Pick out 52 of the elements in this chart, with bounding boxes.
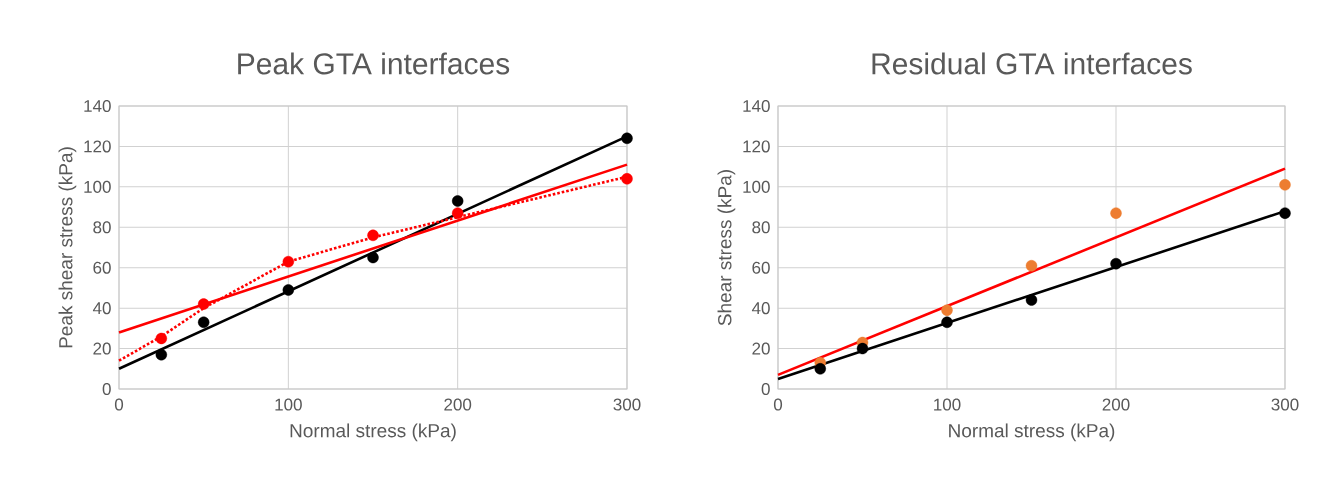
y-tick-label: 100 bbox=[743, 180, 770, 193]
y-tick-label: 60 bbox=[752, 261, 770, 274]
y-tick-label: 140 bbox=[743, 99, 770, 113]
point bbox=[1025, 294, 1038, 306]
y-axis-title: Shear stress (kPa) bbox=[717, 170, 736, 326]
point bbox=[367, 251, 379, 264]
x-tick-label: 100 bbox=[275, 398, 302, 411]
y-axis-title: Peak shear stress (kPa) bbox=[58, 147, 77, 348]
point bbox=[1110, 207, 1122, 219]
point bbox=[155, 348, 168, 361]
point bbox=[1110, 257, 1122, 270]
y-tick-label: 60 bbox=[93, 261, 111, 274]
x-tick-label: 0 bbox=[114, 398, 124, 411]
y-tick-label: 0 bbox=[761, 382, 770, 396]
x-tick-label: 300 bbox=[1271, 398, 1299, 411]
point bbox=[451, 207, 464, 219]
y-tick-label: 120 bbox=[84, 140, 111, 153]
x-axis-title: Normal stress (kPa) bbox=[949, 423, 1115, 442]
y-tick-label: 20 bbox=[93, 342, 111, 355]
y-tick-label: 0 bbox=[102, 382, 111, 396]
point bbox=[1279, 207, 1291, 219]
point bbox=[282, 255, 295, 268]
point bbox=[197, 298, 210, 310]
chart-title: Peak GTA interfaces bbox=[238, 52, 510, 75]
point bbox=[1279, 179, 1291, 191]
y-tick-label: 120 bbox=[743, 140, 770, 153]
point bbox=[367, 229, 379, 242]
point bbox=[856, 342, 869, 355]
x-tick-label: 300 bbox=[613, 398, 641, 411]
x-tick-label: 200 bbox=[1102, 398, 1130, 411]
point bbox=[814, 363, 826, 375]
y-tick-label: 20 bbox=[752, 342, 770, 355]
x-tick-label: 0 bbox=[773, 398, 783, 411]
x-tick-label: 100 bbox=[934, 398, 961, 411]
chart-title: Residual GTA interfaces bbox=[872, 52, 1192, 75]
point bbox=[451, 195, 464, 207]
point bbox=[1025, 259, 1038, 272]
point bbox=[197, 316, 210, 328]
point bbox=[282, 284, 295, 296]
y-tick-label: 40 bbox=[92, 302, 111, 315]
point bbox=[941, 304, 953, 316]
x-tick-label: 200 bbox=[444, 398, 472, 411]
y-tick-label: 100 bbox=[84, 180, 111, 193]
point bbox=[621, 173, 633, 185]
point bbox=[155, 332, 168, 345]
x-axis-title: Normal stress (kPa) bbox=[290, 423, 456, 442]
y-tick-label: 40 bbox=[751, 302, 770, 315]
y-tick-label: 140 bbox=[84, 99, 111, 113]
point bbox=[621, 132, 633, 145]
point bbox=[941, 316, 953, 328]
y-tick-label: 80 bbox=[752, 221, 770, 234]
y-tick-label: 80 bbox=[93, 221, 111, 234]
